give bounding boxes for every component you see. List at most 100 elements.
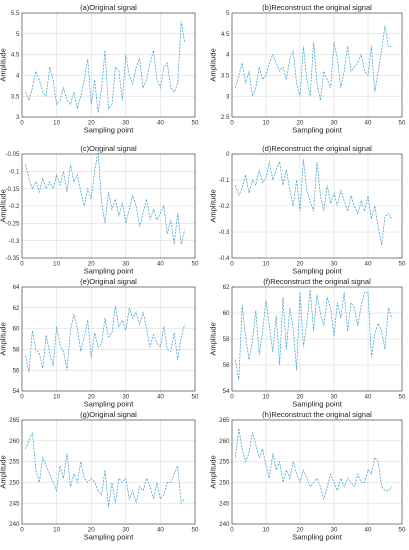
data-point xyxy=(238,427,240,429)
data-point xyxy=(56,104,58,106)
x-tick-label: 20 xyxy=(88,120,95,127)
x-tick-label: 50 xyxy=(192,120,199,127)
data-point xyxy=(180,502,182,504)
y-tick-label: -0.4 xyxy=(219,255,230,262)
data-point xyxy=(128,75,130,77)
data-point xyxy=(149,486,151,488)
data-point xyxy=(323,210,325,212)
x-tick-label: 0 xyxy=(20,394,24,401)
data-point xyxy=(76,482,78,484)
data-point xyxy=(87,319,89,321)
data-point xyxy=(248,359,250,361)
data-point xyxy=(367,291,369,293)
chart-panel-1: 0 10 20 30 40 50 3 3.5 4 4.5 5 5.5 (a)Original signa… xyxy=(0,3,199,135)
data-point xyxy=(258,457,260,459)
data-point xyxy=(330,307,332,309)
data-point xyxy=(296,473,298,475)
data-point xyxy=(313,482,315,484)
data-point xyxy=(367,75,369,77)
signal-line xyxy=(235,428,393,501)
chart-title: (c)Original signal xyxy=(80,144,137,153)
data-point xyxy=(28,371,30,373)
data-point xyxy=(306,477,308,479)
chart-panel-4: 0 10 20 30 40 50 -0.4 -0.3 -0.2 -0.1 0 (d)Reconstru… xyxy=(209,144,406,276)
data-point xyxy=(360,482,362,484)
data-point xyxy=(59,99,61,101)
data-point xyxy=(313,330,315,332)
data-point xyxy=(45,334,47,336)
data-point xyxy=(377,70,379,72)
data-point xyxy=(128,307,130,309)
chart-panel-2: 0 10 20 30 40 50 2.5 3 3.5 4 4.5 5 (b)Reconstruct th… xyxy=(209,3,406,135)
data-point xyxy=(38,191,40,193)
y-axis-label: Amplitude xyxy=(0,189,8,222)
data-point xyxy=(149,219,151,221)
chart-title: (f)Reconstruct the original signal xyxy=(263,277,371,286)
data-point xyxy=(66,191,68,193)
data-point xyxy=(238,75,240,77)
x-tick-label: 50 xyxy=(399,394,406,401)
data-point xyxy=(262,448,264,450)
data-point xyxy=(59,465,61,467)
data-point xyxy=(180,336,182,338)
data-point xyxy=(272,452,274,454)
chart-title: (d)Reconstruct the original signal xyxy=(262,144,372,153)
data-point xyxy=(350,482,352,484)
y-tick-label: -0.25 xyxy=(5,220,20,227)
data-point xyxy=(25,355,27,357)
data-point xyxy=(63,170,65,172)
data-point xyxy=(153,209,155,211)
data-point xyxy=(286,469,288,471)
data-point xyxy=(347,477,349,479)
data-point xyxy=(316,294,318,296)
data-point xyxy=(235,87,237,89)
data-point xyxy=(56,174,58,176)
chart-title: (g)Original signal xyxy=(80,410,137,419)
data-point xyxy=(279,161,281,163)
plot-frame xyxy=(231,419,403,525)
data-point xyxy=(279,364,281,366)
data-point xyxy=(177,465,179,467)
data-point xyxy=(235,359,237,361)
data-point xyxy=(28,440,30,442)
y-tick-label: -0.15 xyxy=(5,186,20,193)
data-point xyxy=(63,351,65,353)
data-point xyxy=(156,79,158,81)
data-point xyxy=(31,432,33,434)
data-point xyxy=(146,79,148,81)
data-point xyxy=(367,195,369,197)
y-axis-label: Amplitude xyxy=(209,48,218,81)
data-point xyxy=(306,323,308,325)
data-point xyxy=(35,349,37,351)
x-tick-label: 20 xyxy=(88,394,95,401)
data-point xyxy=(357,325,359,327)
data-point xyxy=(299,291,301,293)
data-point xyxy=(350,195,352,197)
x-tick-label: 20 xyxy=(297,394,304,401)
data-point xyxy=(333,41,335,43)
data-point xyxy=(340,477,342,479)
x-axis-label: Sampling point xyxy=(292,126,343,135)
data-point xyxy=(337,58,339,60)
data-point xyxy=(163,494,165,496)
chart-title: (e)Original signal xyxy=(80,277,137,286)
data-point xyxy=(286,169,288,171)
data-point xyxy=(42,91,44,93)
x-tick-label: 20 xyxy=(88,527,95,534)
signal-line xyxy=(25,21,185,113)
data-point xyxy=(52,188,54,190)
data-point xyxy=(166,233,168,235)
data-point xyxy=(333,336,335,338)
data-point xyxy=(118,477,120,479)
data-point xyxy=(364,291,366,293)
data-point xyxy=(381,244,383,246)
x-axis-label: Sampling point xyxy=(292,533,343,542)
data-point xyxy=(326,486,328,488)
data-point xyxy=(309,200,311,202)
x-tick-label: 50 xyxy=(192,527,199,534)
data-point xyxy=(177,359,179,361)
data-point xyxy=(108,336,110,338)
data-point xyxy=(83,477,85,479)
data-point xyxy=(146,198,148,200)
data-point xyxy=(377,226,379,228)
